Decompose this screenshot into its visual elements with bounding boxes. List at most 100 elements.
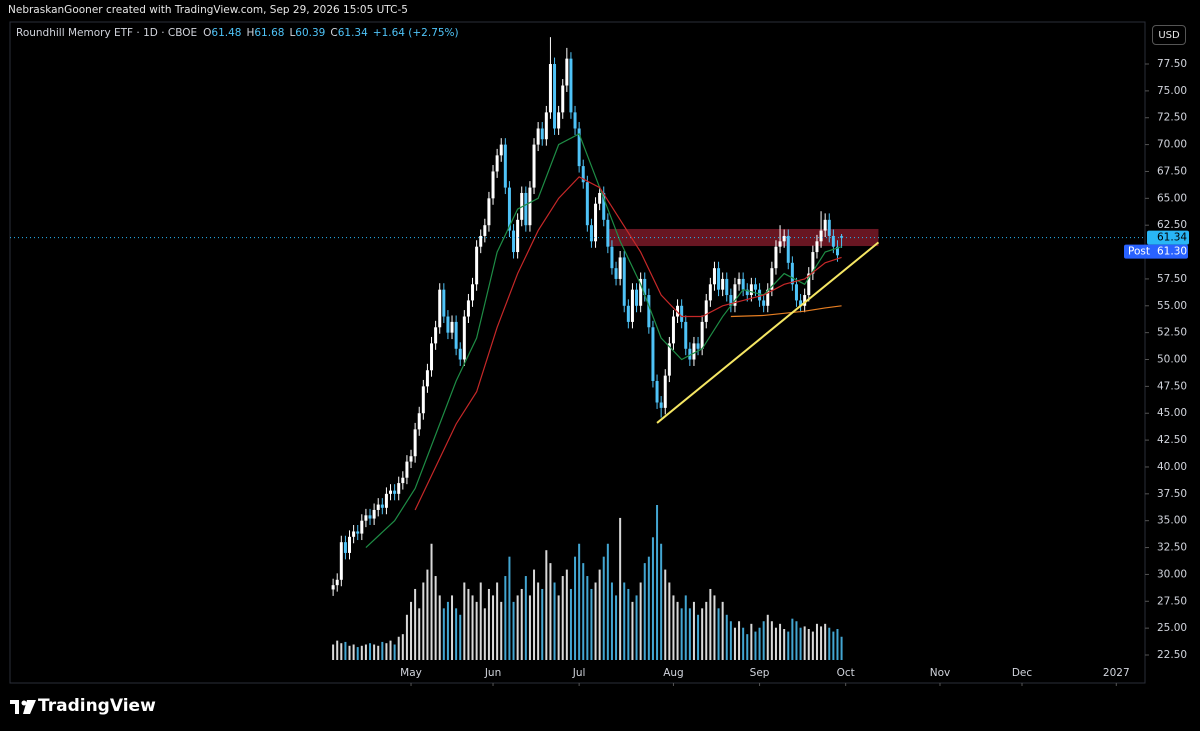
volume-bar — [508, 556, 511, 660]
volume-bar — [504, 576, 507, 660]
candle-body — [466, 300, 470, 317]
y-tick-label: 62.50 — [1157, 219, 1187, 231]
volume-bar — [561, 576, 564, 660]
volume-bar — [537, 582, 540, 660]
y-tick-label: 75.00 — [1157, 85, 1187, 97]
volume-bar — [758, 627, 761, 660]
ohlc-letter: H — [246, 27, 255, 39]
candle-body — [405, 461, 409, 478]
volume-bar — [369, 643, 372, 660]
candle-body — [770, 268, 774, 290]
x-tick-label: Dec — [1012, 667, 1033, 679]
volume-bar — [487, 588, 490, 660]
volume-bar — [553, 582, 556, 660]
y-tick-label: 65.00 — [1157, 192, 1187, 204]
y-tick-label: 45.00 — [1157, 407, 1187, 419]
candle-body — [684, 321, 688, 349]
candle-body — [483, 225, 487, 236]
candle-body — [536, 128, 540, 145]
candle-body — [557, 112, 561, 129]
moving-average — [730, 305, 842, 318]
volume-bar — [332, 644, 335, 660]
candle-body — [671, 316, 675, 344]
y-tick-label: 35.00 — [1157, 515, 1187, 527]
candle-body — [762, 300, 766, 306]
volume-bar — [606, 543, 609, 660]
volume-bar — [787, 631, 790, 660]
candle-body — [462, 316, 466, 360]
candle-body — [503, 144, 507, 188]
candle-body — [331, 585, 335, 590]
volume-bar — [414, 588, 417, 660]
volume-bar — [783, 629, 786, 660]
candle-body — [512, 230, 516, 253]
candle-body — [831, 235, 835, 247]
volume-bar — [344, 641, 347, 660]
candle-body — [532, 144, 536, 188]
volume-bar — [381, 641, 384, 660]
candle-body — [733, 284, 737, 306]
candle-body — [651, 327, 655, 382]
volume-bar — [701, 608, 704, 660]
candle-body — [376, 504, 380, 510]
candle-body — [606, 219, 610, 247]
candle-body — [364, 515, 368, 521]
volume-bar — [356, 647, 359, 660]
x-tick-label: Jul — [572, 667, 586, 679]
post-label: Post — [1128, 246, 1150, 258]
volume-bar — [541, 588, 544, 660]
volume-bar — [594, 582, 597, 660]
y-tick-label: 40.00 — [1157, 461, 1187, 473]
candle-body — [803, 295, 807, 306]
candle-body — [417, 413, 421, 430]
candle-body — [667, 343, 671, 376]
candle-body — [352, 531, 356, 537]
y-tick-label: 47.50 — [1157, 380, 1187, 392]
volume-bar — [672, 595, 675, 660]
volume-bar — [697, 614, 700, 660]
post-box — [1124, 244, 1188, 259]
candle-body — [823, 219, 827, 231]
y-tick-label: 25.00 — [1157, 622, 1187, 634]
candle-body — [835, 246, 839, 256]
candle-body — [528, 187, 532, 226]
volume-bar — [352, 644, 355, 660]
volume-bar — [754, 631, 757, 660]
candle-body — [339, 542, 343, 580]
volume-bar — [574, 556, 577, 660]
volume-bar — [742, 627, 745, 660]
volume-bar — [656, 505, 659, 660]
candle-body — [430, 343, 434, 371]
volume-bar — [496, 582, 499, 660]
candle-body — [676, 305, 680, 317]
volume-bar — [664, 569, 667, 660]
candle-body — [786, 235, 790, 263]
volume-bar — [500, 601, 503, 660]
volume-bar — [467, 588, 470, 660]
volume-bar — [590, 588, 593, 660]
volume-bar — [766, 614, 769, 660]
y-tick-label: 32.50 — [1157, 542, 1187, 554]
candle-body — [516, 219, 520, 253]
volume-bar — [569, 588, 572, 660]
candle-body — [442, 289, 446, 317]
currency-button[interactable]: USD — [1152, 25, 1186, 45]
candle-body — [348, 536, 352, 553]
candle-body — [688, 348, 692, 360]
volume-bar — [377, 645, 380, 660]
x-tick-label: Sep — [750, 667, 770, 679]
candle-body — [561, 85, 565, 113]
volume-bar — [643, 563, 646, 660]
candle-body — [774, 246, 778, 269]
volume-bar — [336, 640, 339, 660]
candle-body — [737, 278, 741, 285]
y-tick-label: 30.00 — [1157, 568, 1187, 580]
brand: TradingView — [38, 696, 156, 716]
change: +1.64 (+2.75%) — [372, 27, 459, 39]
candle-body — [602, 192, 606, 220]
ohlc-value: 61.48 — [211, 27, 242, 39]
y-tick-label: 22.50 — [1157, 649, 1187, 661]
volume-bar — [360, 645, 363, 660]
volume-bar — [602, 556, 605, 660]
trendline — [656, 241, 880, 424]
